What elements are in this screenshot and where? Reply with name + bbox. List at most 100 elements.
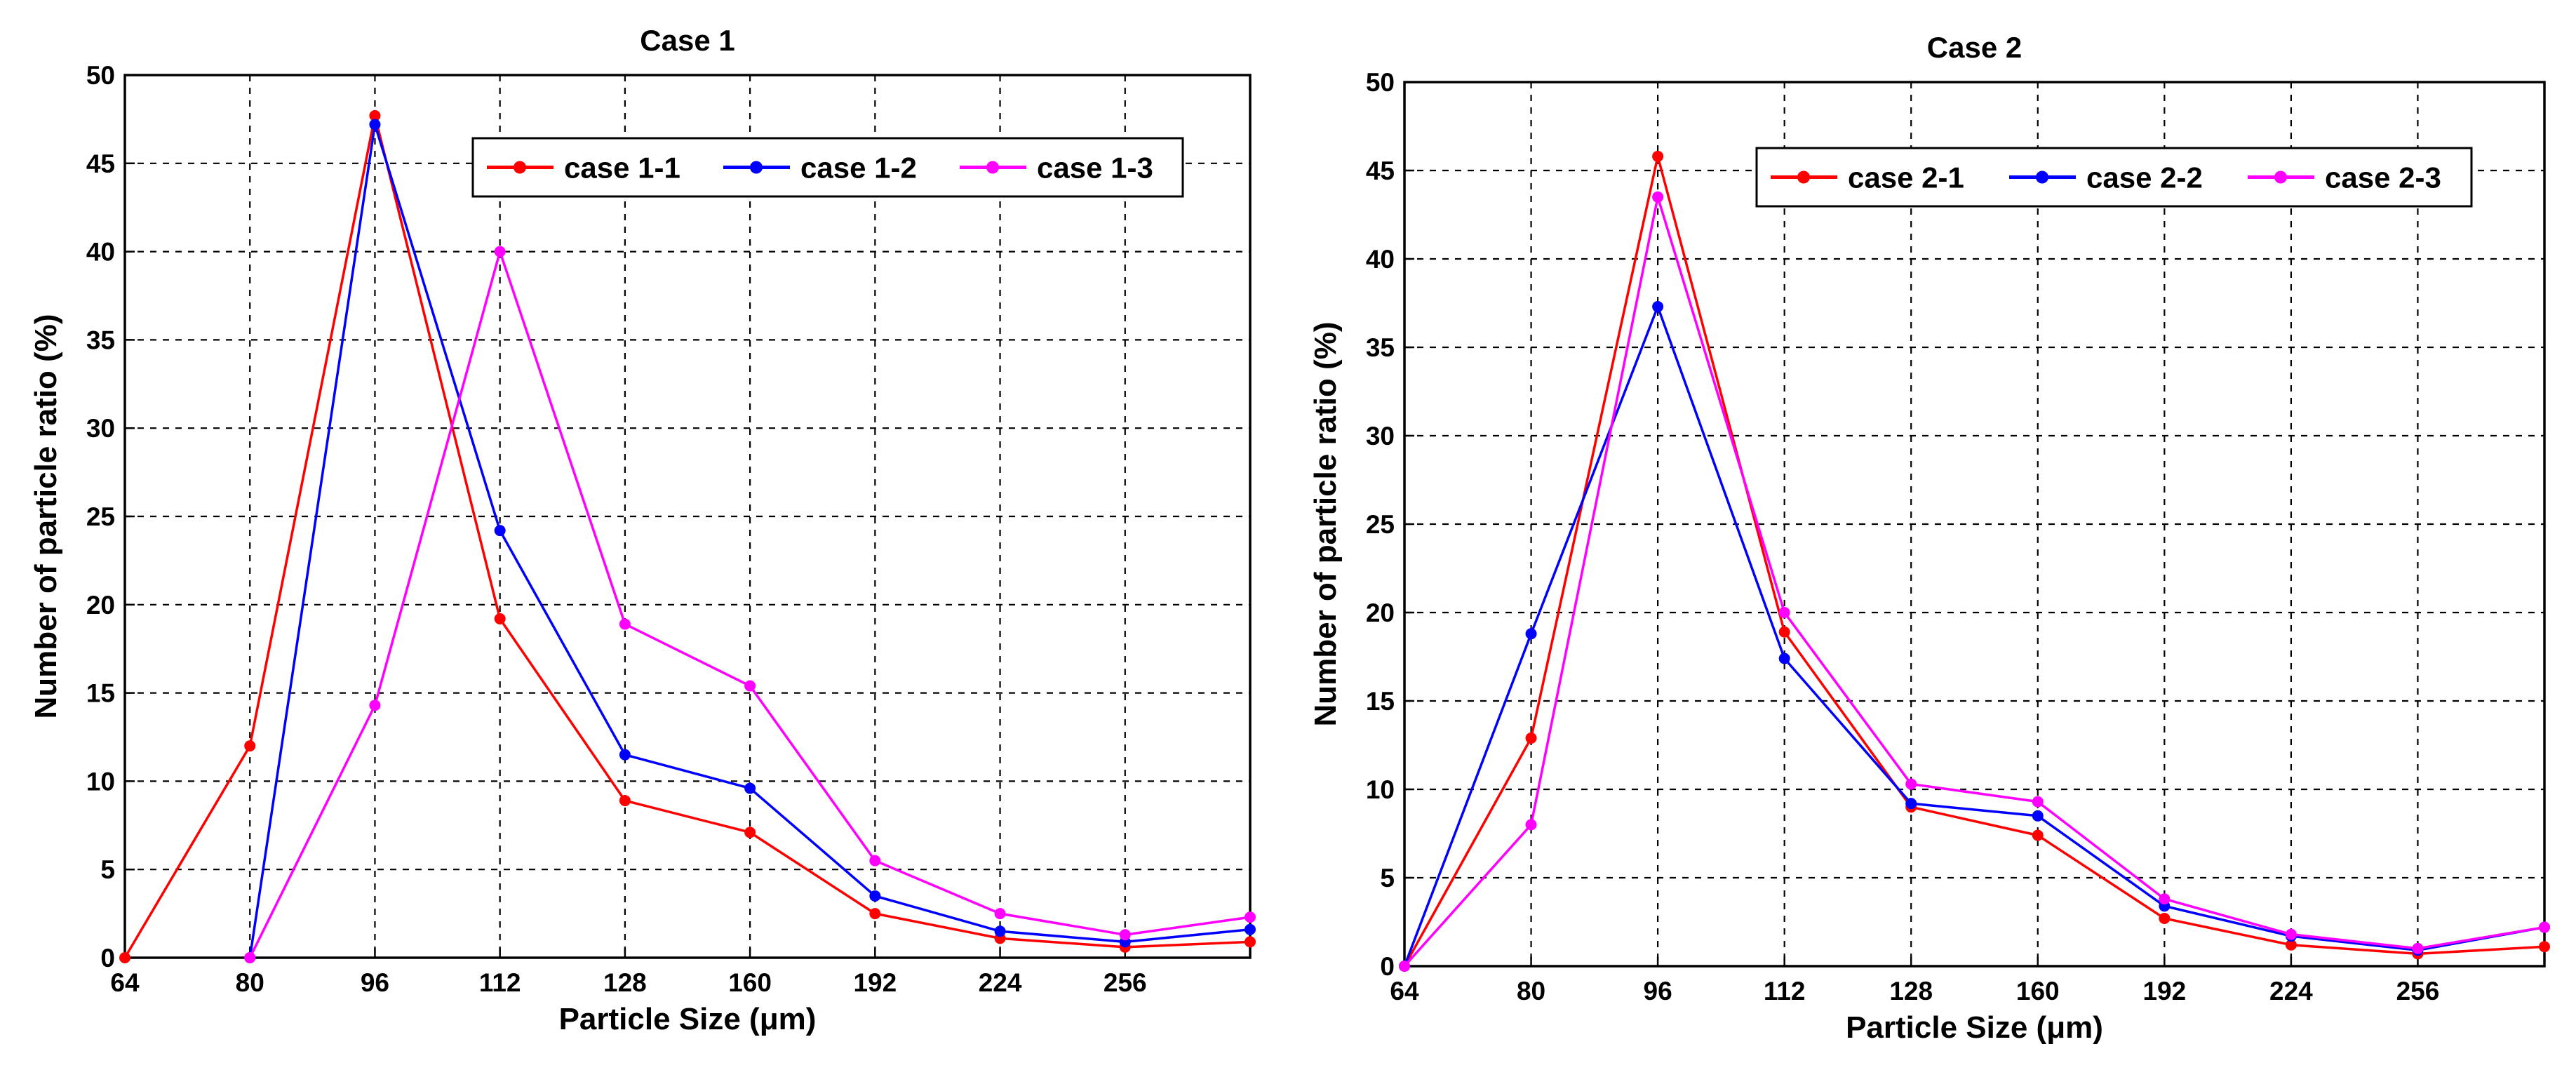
- data-point-case-1-2: [994, 925, 1006, 937]
- legend-box: [1755, 147, 2473, 208]
- legend: case 2-1 case 2-2 case 2-3: [1755, 147, 2473, 208]
- legend-swatch-marker: [986, 161, 999, 174]
- y-tick-label: 10: [86, 767, 115, 796]
- x-tick-label: 96: [1644, 977, 1672, 1005]
- data-point-case-2-1: [1525, 732, 1537, 744]
- data-point-case-2-1: [2285, 939, 2297, 951]
- data-point-case-2-1: [2539, 941, 2550, 953]
- data-point-case-1-1: [119, 952, 130, 963]
- legend-label: case 2-3: [2325, 161, 2441, 194]
- y-tick-label: 45: [1366, 156, 1395, 185]
- y-axis-label: Number of particle ratio (%): [29, 314, 63, 719]
- data-point-case-2-3: [1399, 961, 1410, 972]
- data-point-case-2-1: [1652, 150, 1664, 162]
- data-point-case-2-2: [1652, 301, 1664, 313]
- x-tick-label: 128: [1889, 977, 1933, 1005]
- data-point-case-2-3: [2159, 893, 2171, 905]
- y-tick-label: 20: [1366, 598, 1395, 627]
- y-tick-label: 5: [100, 855, 115, 884]
- data-point-case-2-3: [2032, 796, 2044, 808]
- data-point-case-2-3: [1652, 191, 1664, 203]
- legend-swatch-marker: [2036, 170, 2048, 184]
- data-point-case-2-3: [1525, 819, 1537, 831]
- legend-swatch-marker: [2274, 170, 2287, 184]
- y-tick-label: 25: [1366, 510, 1395, 539]
- x-tick-label: 112: [1764, 977, 1806, 1005]
- data-point-case-2-1: [2032, 829, 2044, 841]
- data-point-case-2-2: [1778, 653, 1790, 664]
- y-tick-label: 0: [100, 944, 115, 972]
- x-tick-label: 192: [2142, 977, 2186, 1005]
- legend-label: case 1-1: [564, 152, 680, 185]
- chart-title: Case 1: [640, 24, 734, 57]
- data-point-case-2-1: [2159, 912, 2171, 924]
- data-point-case-1-1: [1245, 936, 1256, 948]
- case-1-chart: 0 5 10 15 20 25 30 35 40 45 50 64 80 96 112 128 160 192 22…: [29, 24, 1256, 1036]
- legend-label: case 2-1: [1848, 161, 1964, 194]
- data-point-case-1-1: [494, 613, 506, 624]
- data-point-case-1-3: [869, 855, 881, 867]
- x-tick-label: 224: [979, 968, 1022, 997]
- x-tick-label: 64: [110, 968, 140, 997]
- case-2-chart: 0 5 10 15 20 25 30 35 40 45 50 64 80 96 112 128 160 192 22…: [1308, 31, 2550, 1045]
- y-tick-label: 50: [86, 61, 115, 90]
- series-line-case-1-1: [123, 114, 1251, 958]
- data-point-case-1-3: [244, 952, 256, 963]
- data-point-case-1-3: [619, 618, 631, 630]
- series-line-case-2-2: [1403, 305, 2545, 967]
- x-tick-label: 128: [603, 968, 647, 997]
- legend-swatch-marker: [750, 161, 763, 174]
- data-point-case-1-1: [869, 908, 881, 920]
- y-tick-label: 15: [1366, 687, 1395, 716]
- data-point-case-2-3: [2539, 921, 2550, 933]
- y-tick-label: 25: [86, 502, 115, 531]
- data-point-case-2-3: [2285, 928, 2297, 940]
- data-point-case-1-2: [869, 890, 881, 902]
- legend-label: case 1-2: [800, 152, 917, 185]
- y-tick-label: 5: [1380, 864, 1395, 892]
- data-point-case-1-2: [619, 749, 631, 761]
- legend: case 1-1 case 1-2 case 1-3: [471, 137, 1184, 198]
- data-point-case-2-1: [1778, 626, 1790, 638]
- y-tick-label: 40: [86, 238, 115, 267]
- data-point-case-1-2: [494, 525, 506, 537]
- data-point-case-1-2: [1245, 923, 1256, 935]
- y-tick-label: 45: [86, 149, 115, 178]
- y-tick-label: 50: [1366, 68, 1395, 97]
- x-axis-label: Particle Size (μm): [1846, 1010, 2103, 1045]
- legend-box: [471, 137, 1184, 198]
- y-axis-label: Number of particle ratio (%): [1308, 322, 1343, 727]
- series-line-case-2-1: [1403, 155, 2545, 967]
- y-tick-label: 30: [1366, 422, 1395, 450]
- data-point-case-1-2: [369, 119, 381, 131]
- data-point-case-1-1: [369, 109, 381, 121]
- legend-swatch-marker: [1797, 170, 1810, 184]
- data-point-case-1-3: [994, 908, 1006, 920]
- data-point-case-2-2: [2032, 810, 2044, 822]
- x-tick-label: 112: [479, 968, 521, 997]
- data-point-case-2-3: [1905, 778, 1917, 790]
- data-point-case-1-3: [744, 680, 756, 692]
- x-tick-label: 160: [2016, 977, 2060, 1005]
- y-tick-label: 35: [1366, 333, 1395, 362]
- x-tick-label: 64: [1390, 977, 1419, 1005]
- data-point-case-1-1: [744, 827, 756, 838]
- x-tick-label: 160: [728, 968, 772, 997]
- legend-label: case 2-2: [2086, 161, 2203, 194]
- data-point-case-2-3: [1778, 607, 1790, 618]
- data-point-case-1-3: [494, 246, 506, 258]
- x-axis-label: Particle Size (μm): [559, 1002, 817, 1036]
- x-tick-label: 224: [2269, 977, 2313, 1005]
- data-point-case-1-3: [1245, 911, 1256, 923]
- x-tick-label: 192: [853, 968, 897, 997]
- y-tick-label: 0: [1380, 952, 1395, 981]
- legend-swatch-marker: [514, 161, 526, 174]
- data-point-case-1-3: [1119, 929, 1131, 941]
- x-tick-label: 256: [1103, 968, 1147, 997]
- legend-label: case 1-3: [1037, 152, 1153, 185]
- data-point-case-1-1: [619, 795, 631, 807]
- y-tick-label: 15: [86, 679, 115, 708]
- series-line-case-2-3: [1403, 196, 2545, 968]
- data-point-case-1-1: [244, 740, 256, 752]
